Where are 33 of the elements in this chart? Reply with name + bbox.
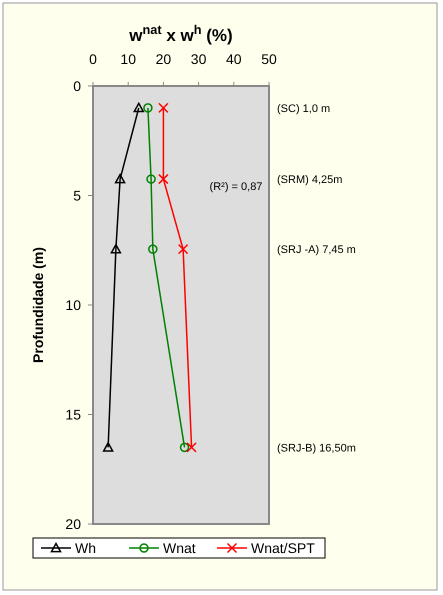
x-tick-label: 30 (190, 51, 207, 67)
point (110, 244, 122, 254)
point (148, 244, 158, 254)
point (143, 103, 153, 113)
legend-label: Wh (75, 540, 96, 556)
point (102, 442, 114, 452)
x-tick-label: 50 (261, 51, 277, 67)
y-tick-label: 5 (73, 188, 82, 204)
y-tick-label: 20 (65, 516, 82, 532)
y-tick-label: 0 (73, 78, 82, 94)
point (158, 174, 169, 184)
point (114, 174, 126, 184)
x-tick-label: 10 (120, 51, 136, 67)
point (134, 102, 144, 112)
point (180, 442, 190, 452)
x-tick-label: 0 (89, 51, 98, 67)
annotation: (R²) = 0,87 (210, 181, 262, 193)
text: (SRJ-B) 16,50m (277, 442, 356, 454)
text: (SRJ -A) 7,45 m (277, 244, 356, 256)
legend-label: Wnat (163, 540, 196, 556)
text: (SC) 1,0 m (277, 102, 330, 115)
point (186, 442, 197, 453)
y-tick-label: 15 (65, 406, 82, 422)
legend-label: Wnat/SPT (251, 540, 316, 556)
x-tick-label: 40 (226, 51, 242, 67)
point (158, 102, 169, 114)
x-axis-title: w$^{nat}$ x w$^{h}$ (%) (128, 22, 233, 45)
x-tick-label: 20 (156, 51, 172, 67)
text: (SRM) 4,25m (277, 174, 342, 186)
point (146, 174, 156, 184)
point (178, 244, 188, 254)
y-tick-label: 10 (65, 297, 82, 313)
y-axis-title: Profundidade (m) (30, 247, 46, 363)
